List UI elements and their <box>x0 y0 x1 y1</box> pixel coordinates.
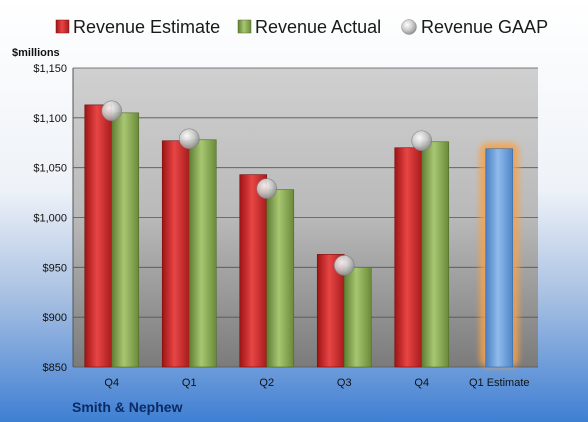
unit-label: $millions <box>12 47 60 59</box>
x-tick-label: Q4 <box>104 377 119 389</box>
y-tick-label: $950 <box>43 262 67 274</box>
y-axis: $850 $900 $950 $1,000 $1,050 $1,100 $1,150 <box>33 63 74 374</box>
legend-label-actual: Revenue Actual <box>255 17 381 37</box>
actual-bar <box>188 139 217 368</box>
y-tick-label: $1,100 <box>33 113 67 125</box>
legend-swatch-estimate <box>55 19 70 34</box>
y-tick-label: $850 <box>43 362 67 374</box>
gaap-marker <box>333 255 355 276</box>
actual-bar <box>421 141 450 368</box>
legend-label-gaap: Revenue GAAP <box>421 17 548 37</box>
gaap-marker <box>411 130 433 152</box>
actual-bar <box>343 267 372 368</box>
estimate-bar <box>84 104 113 368</box>
legend-label-estimate: Revenue Estimate <box>73 17 220 37</box>
estimate-bar <box>161 140 190 368</box>
gridlines <box>73 67 538 368</box>
legend: Revenue Estimate Revenue Actual Revenue … <box>55 17 548 37</box>
legend-swatch-actual <box>237 19 252 34</box>
q1-estimate-bar <box>485 148 514 368</box>
estimate-bar <box>239 174 268 368</box>
y-tick-label: $1,050 <box>33 163 67 175</box>
gaap-marker <box>178 128 200 150</box>
y-tick-label: $1,150 <box>33 63 67 75</box>
company-name: Smith & Nephew <box>72 399 183 415</box>
x-tick-label: Q4 <box>414 377 429 389</box>
legend-marker-gaap <box>401 19 417 35</box>
x-axis: Q4 Q1 Q2 Q3 Q4 Q1 Estimate <box>104 377 529 389</box>
x-tick-label: Q2 <box>259 377 274 389</box>
estimate-bar <box>394 147 423 368</box>
gaap-markers <box>101 100 433 276</box>
y-tick-label: $1,000 <box>33 213 67 225</box>
x-tick-label: Q3 <box>337 377 352 389</box>
bars <box>84 104 519 368</box>
actual-bar <box>266 189 295 368</box>
gaap-marker <box>101 100 123 122</box>
x-tick-label: Q1 Estimate <box>469 377 530 389</box>
y-tick-label: $900 <box>43 312 67 324</box>
actual-bar <box>111 112 140 368</box>
x-tick-label: Q1 <box>182 377 197 389</box>
gaap-marker <box>256 178 278 199</box>
